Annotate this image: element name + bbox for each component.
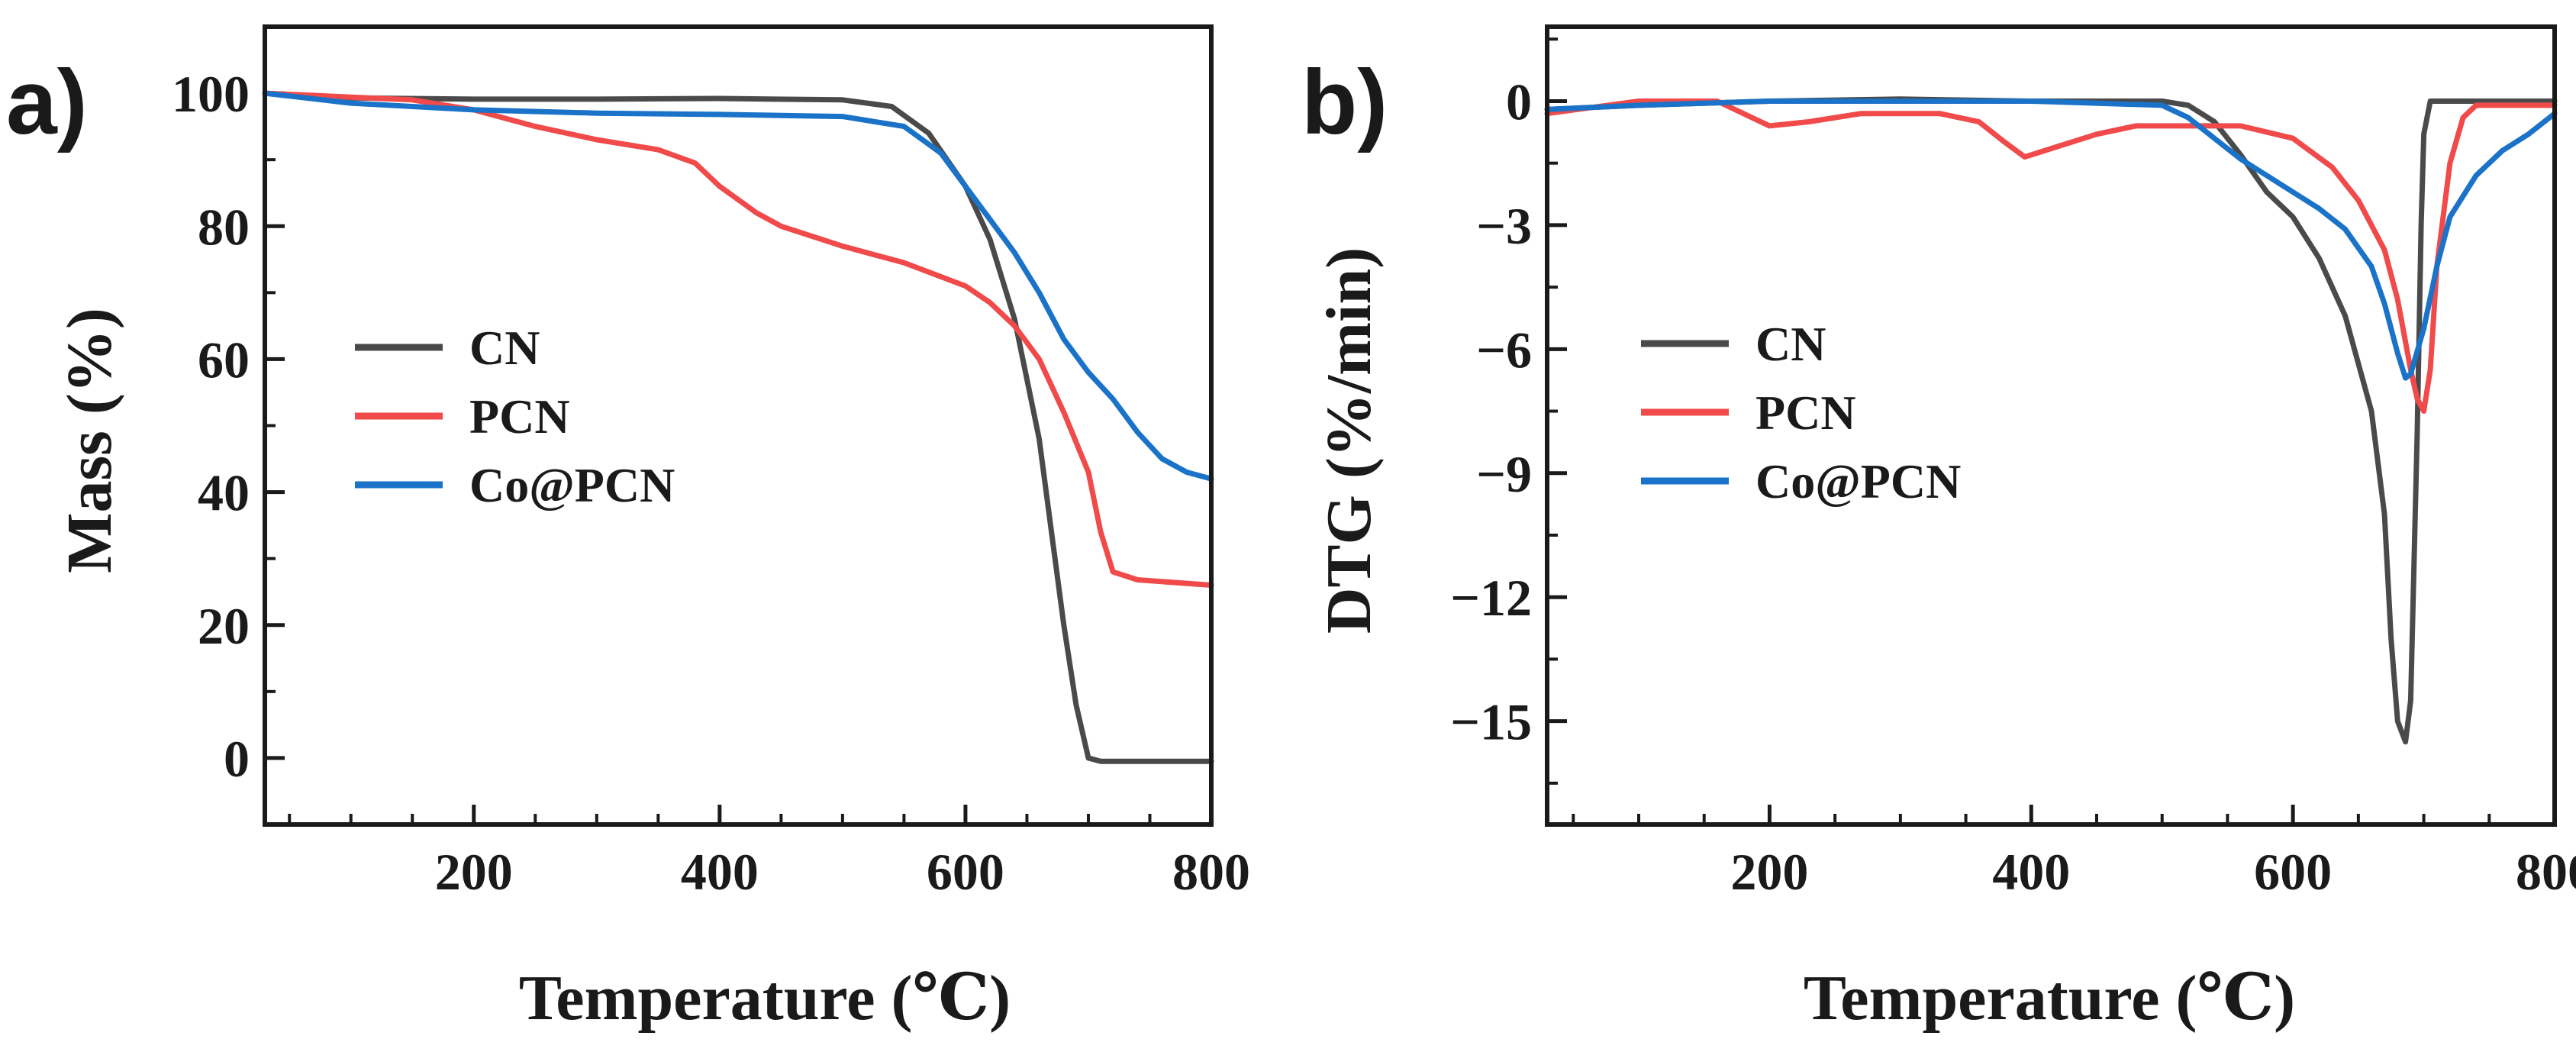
panel-b: b) DTG (%/min) Temperature (℃) 200 400 600…: [1301, 24, 2576, 1034]
panel-a-x-tick-label: 200: [435, 843, 513, 901]
panel-b-x-tick-label: 400: [1992, 843, 2070, 901]
panel-b-legend-label: CN: [1755, 317, 1826, 371]
panel-b-plot: [1544, 96, 2558, 745]
panel-b-y-tick-label: −9: [1476, 445, 1532, 503]
panel-a-y-tick-label: 100: [172, 65, 250, 123]
panel-b-y-tick-label: −6: [1476, 321, 1532, 379]
panel-a-frame: [263, 24, 1214, 827]
panel-a-legend: CN PCN Co@PCN: [355, 321, 675, 512]
panel-a-series-cn: [262, 90, 1214, 764]
panel-b-frame: [1545, 24, 2557, 827]
panel-b-xlabel: Temperature (℃): [1804, 963, 2295, 1034]
panel-b-x-tick-label: 200: [1730, 843, 1808, 901]
panel-a-series-co-pcn: [262, 90, 1214, 482]
panel-a-y-tick-label: 80: [198, 198, 250, 256]
panel-b-y-tick-label: −3: [1476, 197, 1532, 255]
panel-a-ticks: 200 400 600 800 0 20 40 60 80 100: [172, 25, 1250, 901]
panel-b-y-tick-label: −15: [1450, 693, 1532, 751]
panel-a-x-tick-label: 600: [927, 843, 1004, 901]
panel-b-series-pcn: [1544, 98, 2558, 414]
panel-a-legend-label: CN: [469, 321, 540, 375]
panel-b-x-tick-label: 600: [2254, 843, 2332, 901]
panel-a: a) Mass (%) Temperature (℃) 200 400 600 800…: [6, 24, 1250, 1034]
panel-a-plot: [262, 90, 1214, 764]
panel-b-ticks: 200 400 600 800 0 −3 −6 −9 −12 −15: [1450, 37, 2576, 901]
panel-b-legend: CN PCN Co@PCN: [1641, 317, 1961, 508]
panel-a-legend-label: PCN: [469, 389, 570, 444]
panel-a-y-tick-label: 20: [198, 597, 250, 655]
panel-b-label: b): [1301, 51, 1388, 153]
panel-a-label: a): [6, 51, 88, 153]
panel-a-xlabel: Temperature (℃): [519, 963, 1011, 1034]
panel-a-y-tick-label: 60: [198, 331, 250, 389]
panel-b-legend-label: PCN: [1755, 386, 1856, 440]
panel-a-x-tick-label: 800: [1172, 843, 1250, 901]
panel-b-series-cn: [1544, 96, 2558, 745]
panel-a-series-pcn: [262, 90, 1214, 588]
panel-b-legend-label: Co@PCN: [1755, 454, 1961, 508]
panel-a-y-tick-label: 40: [198, 464, 250, 522]
panel-b-y-tick-label: −12: [1450, 569, 1532, 627]
panel-b-x-tick-label: 800: [2516, 843, 2576, 901]
panel-b-series-co-pcn: [1544, 98, 2558, 381]
panel-a-y-tick-label: 0: [224, 730, 250, 788]
panel-a-ylabel: Mass (%): [54, 308, 125, 573]
panel-a-x-tick-label: 400: [681, 843, 759, 901]
panel-b-y-tick-label: 0: [1506, 73, 1532, 131]
panel-a-legend-label: Co@PCN: [469, 458, 675, 512]
panel-b-ylabel: DTG (%/min): [1314, 247, 1385, 634]
